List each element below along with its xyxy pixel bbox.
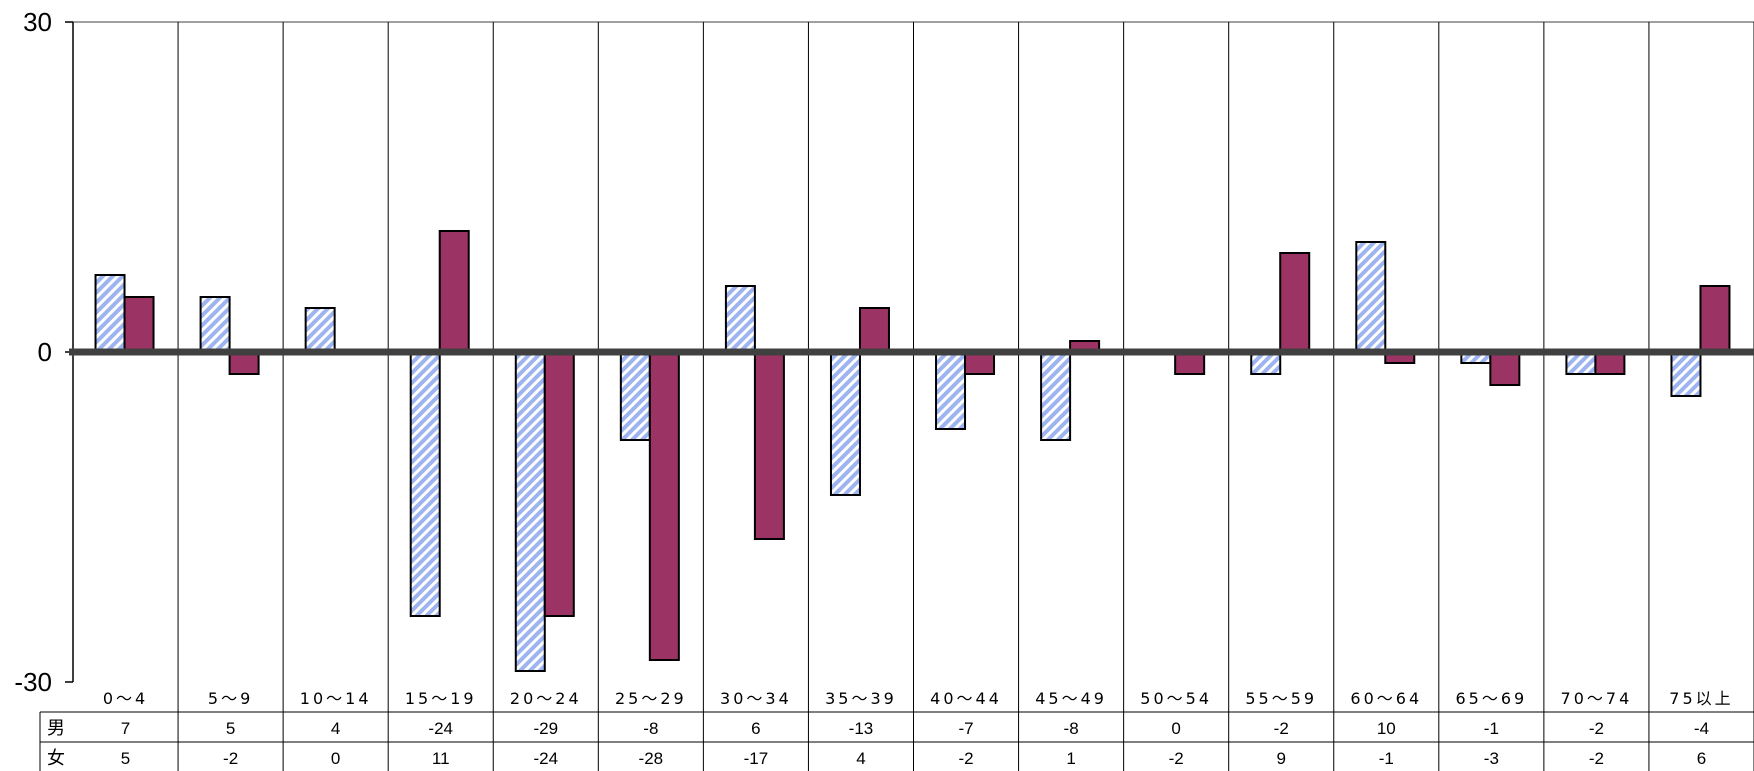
bar-male [199,296,231,353]
category-label: 45～49 [1035,689,1107,708]
data-label: -2 [1169,749,1184,768]
bar-female [1699,285,1731,353]
data-label: -7 [958,719,973,738]
y-tick-label: 30 [23,7,52,37]
category-label: 20～24 [510,689,582,708]
category-label: 10～14 [300,689,372,708]
data-label: 9 [1276,749,1285,768]
bar-male [94,274,126,353]
bar-male [304,307,336,353]
category-label: 40～44 [930,689,1002,708]
bar-male [1670,351,1702,397]
data-label: 0 [331,749,340,768]
y-axis: 30 0 -30 [14,7,52,697]
data-label: -2 [958,749,973,768]
category-label: 65～69 [1455,689,1527,708]
category-label: 55～59 [1245,689,1317,708]
table-row-label: 男 [47,718,65,739]
data-label: -29 [533,719,558,738]
data-label: 11 [432,749,450,768]
category-label: 5～9 [208,689,253,708]
data-label: -1 [1379,749,1394,768]
data-label: 6 [751,719,760,738]
category-label: 60～64 [1350,689,1422,708]
category-label: 0～4 [103,689,148,708]
data-label: -17 [744,749,769,768]
data-label: -28 [639,749,664,768]
bar-marks [69,230,1754,672]
category-label: 30～34 [720,689,792,708]
plot-frame [65,21,1754,771]
data-label: -2 [223,749,238,768]
data-label: 7 [121,719,130,738]
category-label: 25～29 [615,689,687,708]
bar-male [409,351,441,617]
data-label: -2 [1589,719,1604,738]
y-tick-label: -30 [14,667,52,697]
data-label: 1 [1066,749,1075,768]
data-label: -2 [1274,719,1289,738]
data-table: 0～4 5～9 10～14 15～19 20～24 25～29 30～34 35～39 40～4… [39,689,1754,771]
bar-female [753,351,785,540]
data-label: -4 [1694,719,1709,738]
data-label: -3 [1484,749,1499,768]
bar-female [1279,252,1311,353]
data-label: 5 [226,719,235,738]
data-label: -8 [1064,719,1079,738]
data-label: -24 [533,749,558,768]
data-label: 6 [1697,749,1706,768]
bar-male [619,351,651,441]
data-label: -2 [1589,749,1604,768]
category-label: 35～39 [825,689,897,708]
bar-male [724,285,756,353]
data-label: 5 [121,749,130,768]
bar-female [648,351,680,661]
bar-female [438,230,470,353]
category-label: 75以上 [1669,689,1733,708]
data-label: -8 [643,719,658,738]
bar-male [935,351,967,430]
data-label: 4 [856,749,865,768]
bar-male [1355,241,1387,353]
data-label: 10 [1377,719,1396,738]
category-label: 70～74 [1561,689,1633,708]
data-label: 4 [331,719,340,738]
bar-female [543,351,575,617]
bar-male [514,351,546,672]
data-label: -1 [1484,719,1499,738]
category-label: 15～19 [405,689,477,708]
data-label: -13 [849,719,874,738]
bar-female [123,296,155,353]
bar-female [858,307,890,353]
data-label: 0 [1171,719,1180,738]
bar-male [1040,351,1072,441]
bar-male [829,351,861,496]
category-label: 50～54 [1140,689,1212,708]
y-tick-label: 0 [38,337,52,367]
data-label: -24 [428,719,453,738]
bar-female [1489,351,1521,386]
table-row-label: 女 [47,748,65,769]
